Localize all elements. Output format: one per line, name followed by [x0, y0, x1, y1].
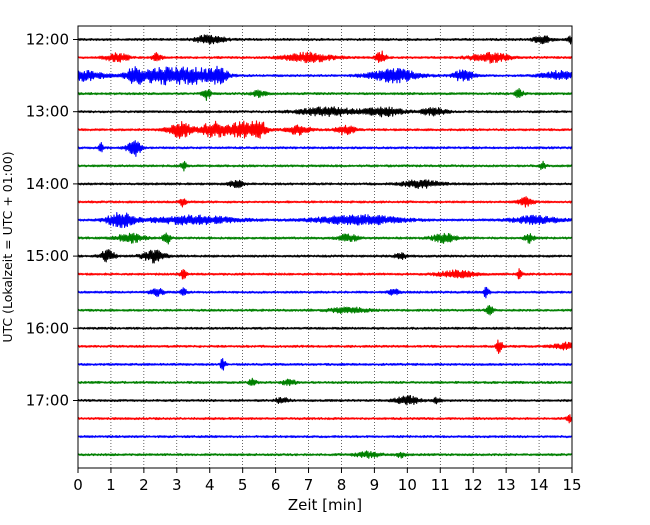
y-tick-label-1: 13:00: [26, 103, 69, 121]
trace-1630: [77, 358, 573, 371]
trace-1745: [77, 450, 573, 459]
trace-1315: [77, 120, 573, 139]
trace-1415: [77, 196, 573, 208]
trace-1730: [77, 435, 573, 439]
y-ticks: 12:00 13:00 14:00 15:00 16:00 17:00: [26, 31, 78, 410]
trace-1245: [77, 87, 573, 102]
trace-1615: [77, 339, 573, 355]
traces-layer: [77, 34, 573, 459]
trace-1215: [77, 50, 573, 64]
x-tick-label-11: 11: [431, 476, 450, 494]
x-tick-label-1: 1: [106, 476, 116, 494]
x-tick-label-7: 7: [304, 476, 314, 494]
y-tick-label-5: 17:00: [26, 392, 69, 410]
x-tick-label-5: 5: [238, 476, 248, 494]
y-tick-label-0: 12:00: [26, 31, 69, 49]
x-tick-label-0: 0: [73, 476, 83, 494]
trace-1600: [77, 326, 573, 330]
x-tick-label-10: 10: [398, 476, 417, 494]
trace-1230: [77, 65, 573, 86]
trace-1300: [77, 106, 573, 118]
x-tick-label-12: 12: [464, 476, 483, 494]
x-ticks: 0 1 2 3 4 5 6 7 8 9 10 11 12 13 14 15: [73, 468, 582, 494]
x-tick-label-3: 3: [172, 476, 182, 494]
x-tick-label-9: 9: [370, 476, 380, 494]
x-tick-label-8: 8: [337, 476, 347, 494]
y-tick-label-3: 15:00: [26, 247, 69, 265]
trace-1545: [77, 305, 573, 316]
x-tick-label-15: 15: [562, 476, 581, 494]
trace-1530: [77, 286, 573, 299]
trace-1445: [77, 232, 573, 245]
y-tick-label-2: 14:00: [26, 175, 69, 193]
trace-1500: [77, 249, 573, 264]
y-tick-label-4: 16:00: [26, 319, 69, 337]
trace-1400: [77, 179, 573, 190]
trace-1330: [77, 140, 573, 157]
x-tick-label-4: 4: [205, 476, 215, 494]
trace-1645: [77, 377, 573, 387]
x-axis-label: Zeit [min]: [288, 496, 362, 514]
trace-1700: [77, 395, 573, 406]
trace-1200: [77, 34, 573, 45]
x-tick-label-2: 2: [139, 476, 149, 494]
x-tick-label-6: 6: [271, 476, 281, 494]
x-tick-label-14: 14: [530, 476, 549, 494]
trace-1515: [77, 268, 573, 280]
trace-1430: [77, 212, 573, 229]
y-axis-label: UTC (Lokalzeit = UTC + 01:00): [0, 151, 15, 342]
x-tick-label-13: 13: [497, 476, 516, 494]
trace-1345: [77, 160, 573, 172]
trace-1715: [77, 414, 573, 424]
plot-frame: [77, 25, 573, 469]
